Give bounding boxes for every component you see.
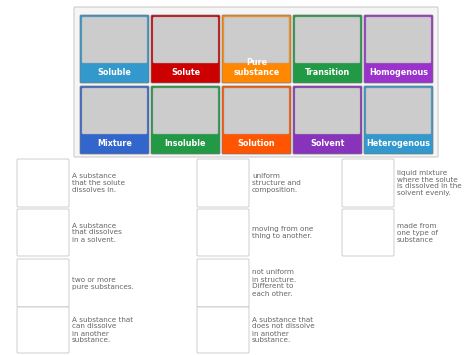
FancyBboxPatch shape [366,17,431,63]
FancyBboxPatch shape [342,159,394,207]
Text: Mixture: Mixture [97,139,132,148]
FancyBboxPatch shape [151,15,220,83]
FancyBboxPatch shape [17,159,69,207]
FancyBboxPatch shape [151,86,220,154]
FancyBboxPatch shape [74,7,438,157]
Text: Solution: Solution [237,139,275,148]
FancyBboxPatch shape [295,17,360,63]
FancyBboxPatch shape [224,17,289,63]
Text: Soluble: Soluble [98,68,131,77]
Text: two or more
pure substances.: two or more pure substances. [72,277,134,289]
FancyBboxPatch shape [197,159,249,207]
FancyBboxPatch shape [17,259,69,307]
FancyBboxPatch shape [82,17,147,63]
Text: not uniform
in structure.
Different to
each other.: not uniform in structure. Different to e… [252,269,296,296]
FancyBboxPatch shape [153,17,218,63]
Text: Homogenous: Homogenous [369,68,428,77]
FancyBboxPatch shape [197,259,249,307]
FancyBboxPatch shape [222,15,291,83]
FancyBboxPatch shape [364,15,433,83]
Text: Transition: Transition [305,68,350,77]
FancyBboxPatch shape [17,307,69,353]
FancyBboxPatch shape [295,88,360,134]
FancyBboxPatch shape [80,86,149,154]
FancyBboxPatch shape [80,15,149,83]
Text: A substance that
can dissolve
in another
substance.: A substance that can dissolve in another… [72,317,133,344]
Text: Pure
substance: Pure substance [233,58,280,77]
FancyBboxPatch shape [222,86,291,154]
FancyBboxPatch shape [224,88,289,134]
FancyBboxPatch shape [153,88,218,134]
Text: uniform
structure and
composition.: uniform structure and composition. [252,173,301,193]
Text: liquid mixture
where the solute
is dissolved in the
solvent evenly.: liquid mixture where the solute is disso… [397,169,462,197]
Text: moving from one
thing to another.: moving from one thing to another. [252,226,313,239]
FancyBboxPatch shape [17,209,69,256]
Text: Solvent: Solvent [310,139,345,148]
Text: Solute: Solute [171,68,200,77]
FancyBboxPatch shape [366,88,431,134]
FancyBboxPatch shape [342,209,394,256]
FancyBboxPatch shape [293,15,362,83]
Text: A substance
that the solute
dissolves in.: A substance that the solute dissolves in… [72,173,125,193]
FancyBboxPatch shape [197,209,249,256]
Text: Insoluble: Insoluble [165,139,206,148]
Text: made from
one type of
substance: made from one type of substance [397,223,438,242]
FancyBboxPatch shape [82,88,147,134]
FancyBboxPatch shape [364,86,433,154]
FancyBboxPatch shape [197,307,249,353]
Text: A substance that
does not dissolve
in another
substance.: A substance that does not dissolve in an… [252,317,315,344]
Text: Heterogenous: Heterogenous [366,139,430,148]
FancyBboxPatch shape [293,86,362,154]
Text: A substance
that dissolves
in a solvent.: A substance that dissolves in a solvent. [72,223,122,242]
